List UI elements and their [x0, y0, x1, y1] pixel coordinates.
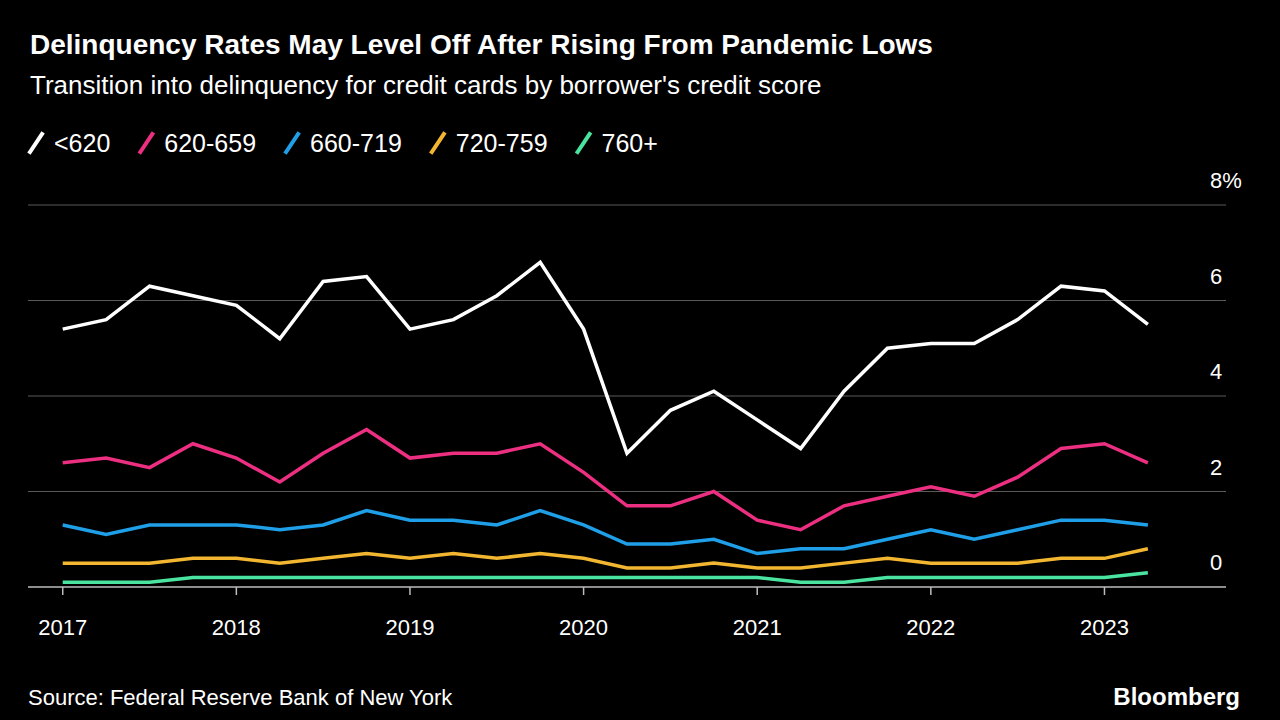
logo: Bloomberg	[1113, 683, 1240, 710]
legend-label: 660-719	[310, 129, 402, 157]
x-tick	[756, 587, 758, 595]
x-tick	[409, 587, 411, 595]
legend-key	[578, 134, 590, 152]
y-tick-label: 2	[1210, 455, 1222, 480]
legend-key	[286, 134, 298, 152]
x-tick	[583, 587, 585, 595]
x-tick-label: 2017	[38, 615, 87, 640]
series-line	[63, 549, 1148, 568]
grid-line	[28, 491, 1226, 492]
legend-label: <620	[54, 129, 110, 157]
axis-line	[28, 586, 1226, 588]
title: Delinquency Rates May Level Off After Ri…	[30, 29, 933, 60]
series-line	[63, 429, 1148, 529]
y-tick-label: 4	[1210, 359, 1222, 384]
series-line	[63, 511, 1148, 554]
x-tick-label: 2020	[559, 615, 608, 640]
series-line	[63, 573, 1148, 583]
legend-key	[432, 134, 444, 152]
series-line	[63, 262, 1148, 453]
legend-key	[30, 134, 42, 152]
x-tick-label: 2022	[906, 615, 955, 640]
source: Source: Federal Reserve Bank of New York	[28, 685, 453, 710]
x-tick	[62, 587, 64, 595]
subtitle: Transition into delinquency for credit c…	[30, 70, 822, 100]
plot-lines	[63, 262, 1148, 582]
x-tick	[930, 587, 932, 595]
x-tick-label: 2021	[733, 615, 782, 640]
y-tick-label: 0	[1210, 550, 1222, 575]
legend-key	[140, 134, 152, 152]
grid-line	[28, 205, 1226, 206]
legend-label: 720-759	[456, 129, 548, 157]
legend-label: 760+	[602, 129, 658, 157]
x-tick-label: 2018	[212, 615, 261, 640]
x-tick	[1104, 587, 1106, 595]
legend: <620 620-659 660-719 720-759 760+	[30, 129, 658, 157]
x-tick	[236, 587, 238, 595]
chart: Delinquency Rates May Level Off After Ri…	[0, 0, 1280, 720]
legend-label: 620-659	[164, 129, 256, 157]
background	[0, 0, 1280, 720]
grid-line	[28, 396, 1226, 397]
x-tick-label: 2019	[385, 615, 434, 640]
x-tick-label: 2023	[1080, 615, 1129, 640]
y-tick-label: 6	[1210, 264, 1222, 289]
y-tick-label: 8%	[1210, 168, 1242, 193]
